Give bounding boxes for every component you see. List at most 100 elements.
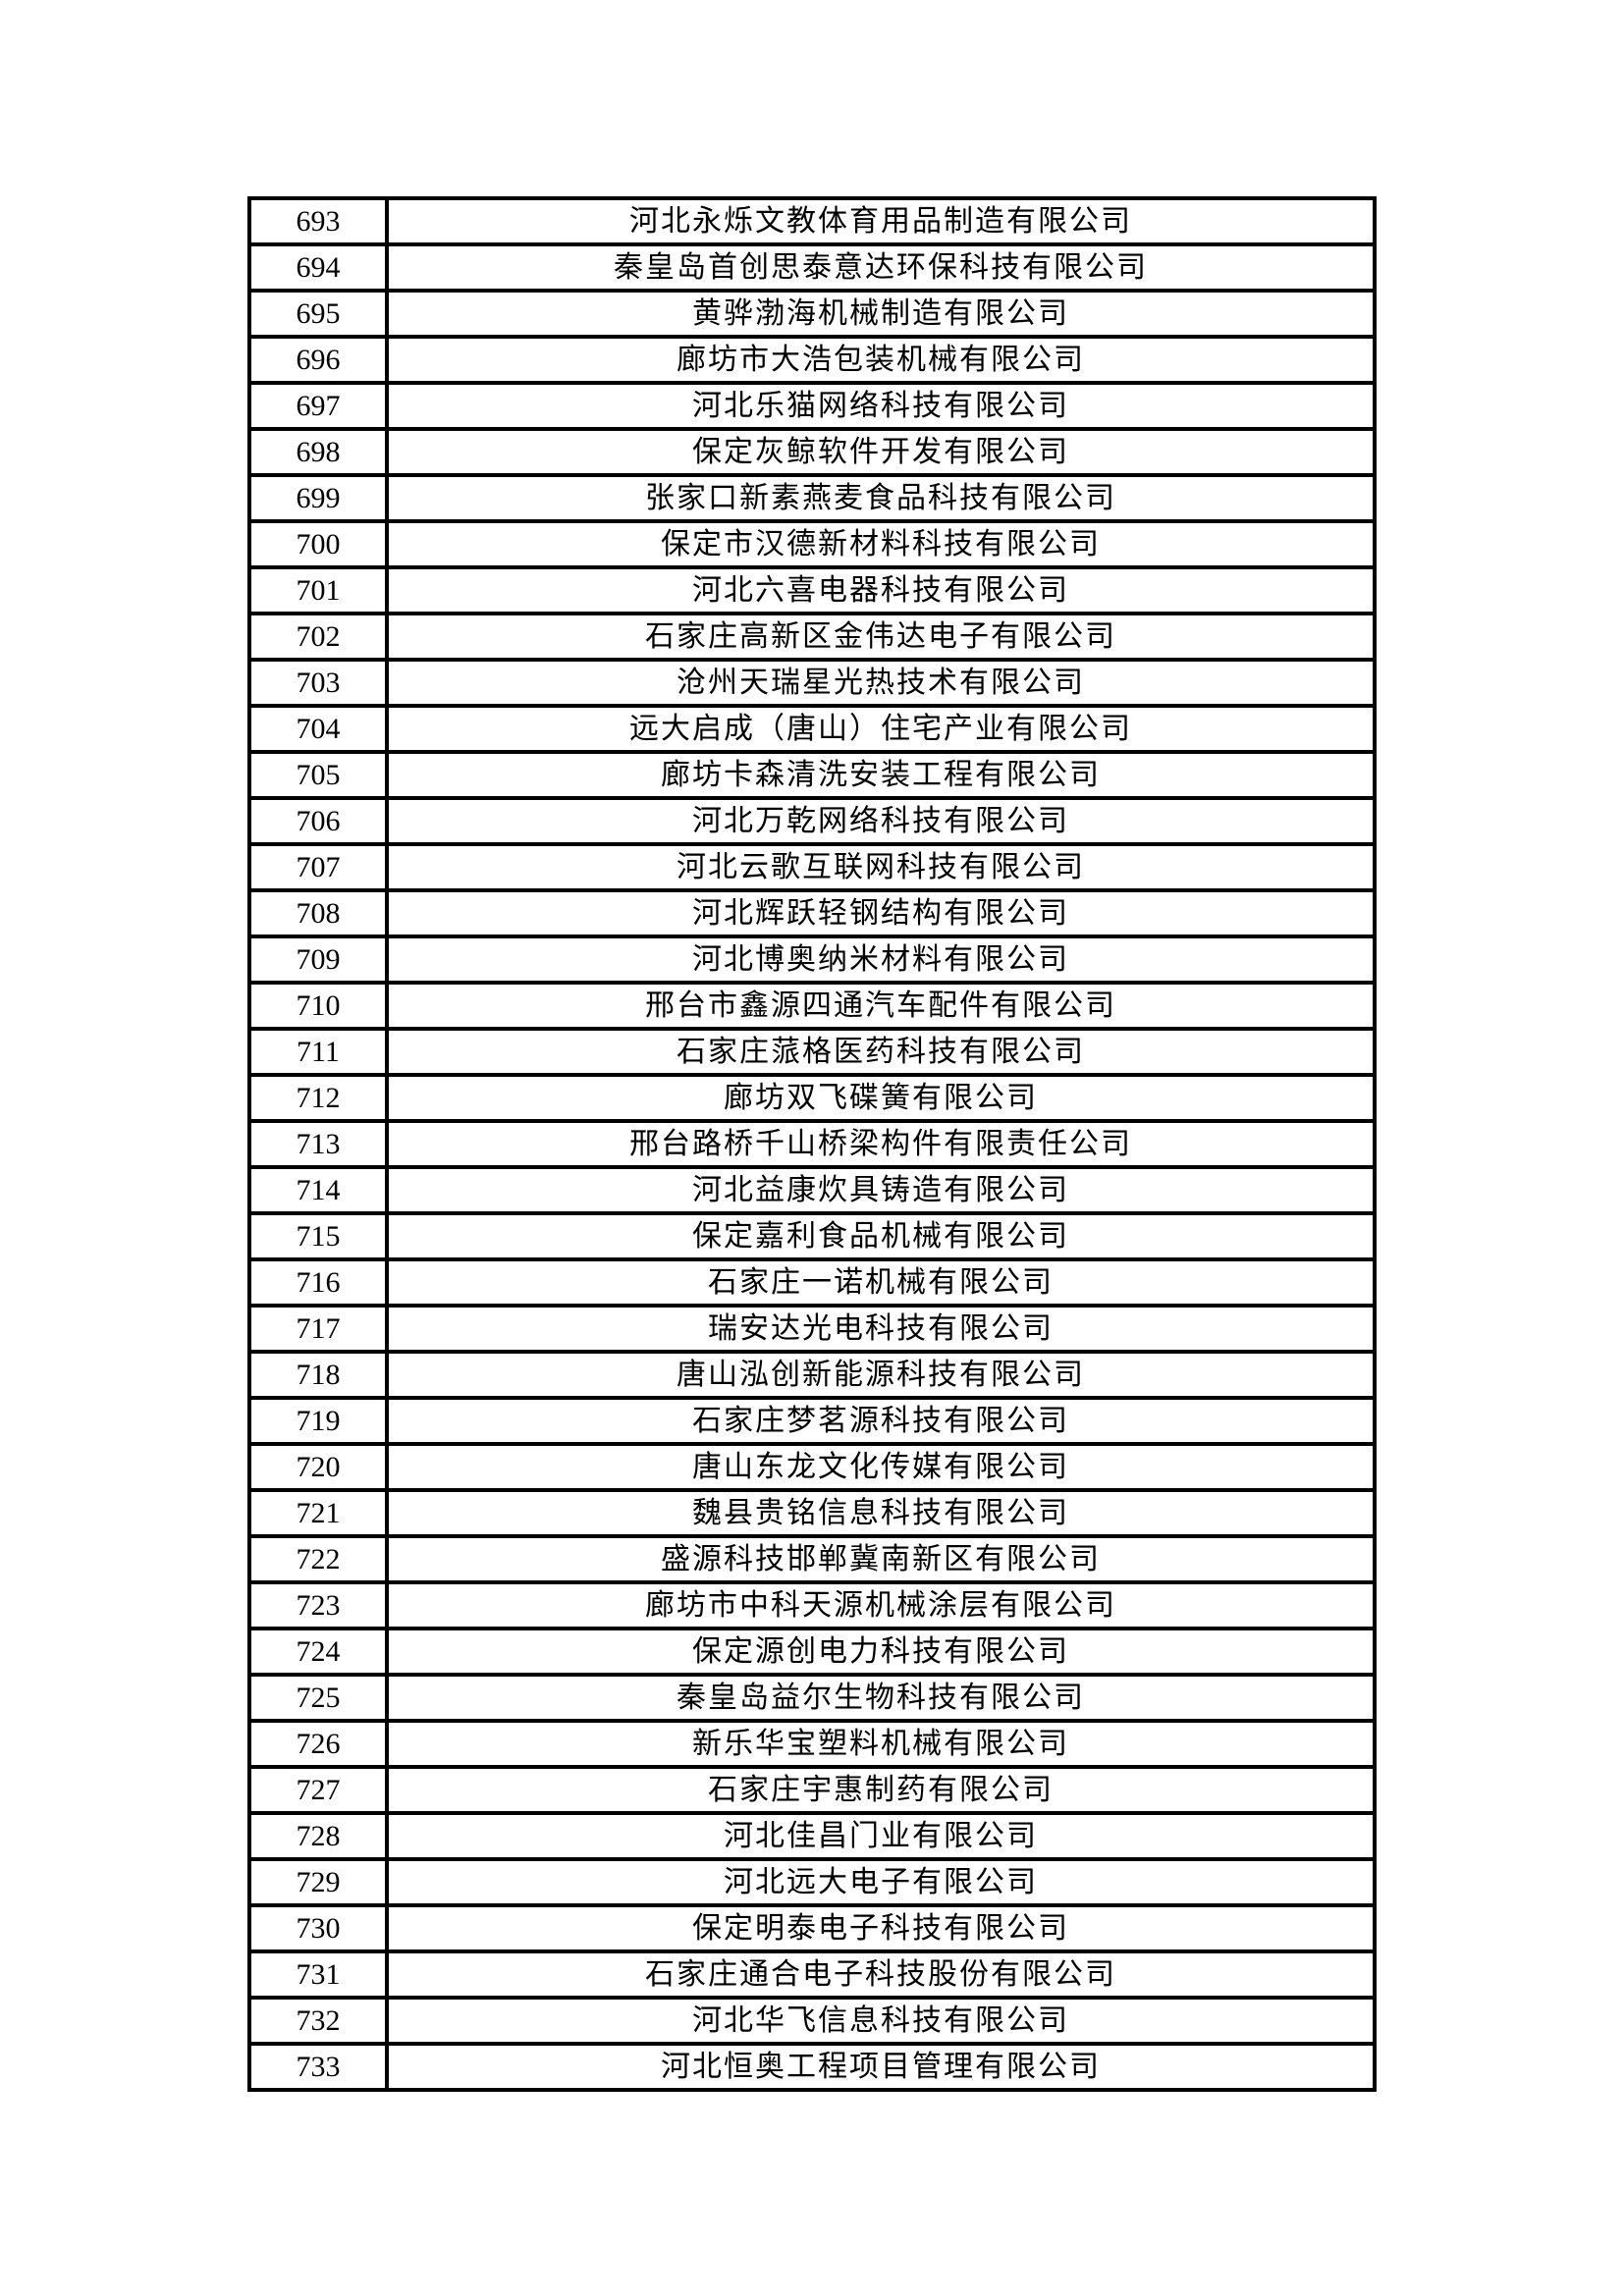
row-number-cell: 718	[247, 1350, 389, 1400]
company-table: 693 河北永烁文教体育用品制造有限公司 694 秦皇岛首创思泰意达环保科技有限…	[247, 196, 1377, 2092]
table-row: 696 廊坊市大浩包装机械有限公司	[247, 335, 1377, 385]
table-row: 709 河北博奥纳米材料有限公司	[247, 934, 1377, 985]
company-name-cell: 唐山泓创新能源科技有限公司	[385, 1350, 1377, 1400]
table-row: 723 廊坊市中科天源机械涂层有限公司	[247, 1580, 1377, 1630]
company-name-cell: 远大启成（唐山）住宅产业有限公司	[385, 704, 1377, 754]
table-row: 719 石家庄梦茗源科技有限公司	[247, 1396, 1377, 1446]
company-name-cell: 保定嘉利食品机械有限公司	[385, 1211, 1377, 1261]
row-number-cell: 732	[247, 1996, 389, 2046]
row-number-cell: 723	[247, 1580, 389, 1630]
row-number-cell: 714	[247, 1165, 389, 1215]
company-name-cell: 唐山东龙文化传媒有限公司	[385, 1442, 1377, 1492]
company-name-cell: 秦皇岛首创思泰意达环保科技有限公司	[385, 242, 1377, 293]
row-number-cell: 699	[247, 473, 389, 523]
company-name-cell: 保定灰鲸软件开发有限公司	[385, 427, 1377, 477]
company-name-cell: 河北乐猫网络科技有限公司	[385, 381, 1377, 431]
company-name-cell: 盛源科技邯郸冀南新区有限公司	[385, 1534, 1377, 1584]
row-number-cell: 708	[247, 888, 389, 938]
row-number-cell: 731	[247, 1949, 389, 2000]
row-number-cell: 709	[247, 934, 389, 985]
company-name-cell: 廊坊市大浩包装机械有限公司	[385, 335, 1377, 385]
table-row: 732 河北华飞信息科技有限公司	[247, 1996, 1377, 2046]
row-number-cell: 702	[247, 612, 389, 662]
table-row: 718 唐山泓创新能源科技有限公司	[247, 1350, 1377, 1400]
company-name-cell: 邢台市鑫源四通汽车配件有限公司	[385, 981, 1377, 1031]
company-name-cell: 石家庄一诺机械有限公司	[385, 1257, 1377, 1308]
table-row: 727 石家庄宇惠制药有限公司	[247, 1765, 1377, 1815]
company-name-cell: 石家庄高新区金伟达电子有限公司	[385, 612, 1377, 662]
row-number-cell: 724	[247, 1627, 389, 1677]
company-name-cell: 石家庄宇惠制药有限公司	[385, 1765, 1377, 1815]
company-name-cell: 沧州天瑞星光热技术有限公司	[385, 658, 1377, 708]
company-name-cell: 河北恒奥工程项目管理有限公司	[385, 2042, 1377, 2092]
row-number-cell: 722	[247, 1534, 389, 1584]
company-name-cell: 廊坊卡森清洗安装工程有限公司	[385, 750, 1377, 800]
row-number-cell: 695	[247, 289, 389, 339]
company-name-cell: 保定市汉德新材料科技有限公司	[385, 519, 1377, 569]
company-name-cell: 河北辉跃轻钢结构有限公司	[385, 888, 1377, 938]
table-row: 705 廊坊卡森清洗安装工程有限公司	[247, 750, 1377, 800]
row-number-cell: 721	[247, 1488, 389, 1538]
table-row: 700 保定市汉德新材料科技有限公司	[247, 519, 1377, 569]
row-number-cell: 725	[247, 1673, 389, 1723]
company-name-cell: 秦皇岛益尔生物科技有限公司	[385, 1673, 1377, 1723]
company-name-cell: 河北永烁文教体育用品制造有限公司	[385, 196, 1377, 246]
row-number-cell: 729	[247, 1857, 389, 1907]
table-row: 729 河北远大电子有限公司	[247, 1857, 1377, 1907]
row-number-cell: 700	[247, 519, 389, 569]
table-row: 694 秦皇岛首创思泰意达环保科技有限公司	[247, 242, 1377, 293]
company-name-cell: 邢台路桥千山桥梁构件有限责任公司	[385, 1119, 1377, 1169]
row-number-cell: 694	[247, 242, 389, 293]
company-name-cell: 保定源创电力科技有限公司	[385, 1627, 1377, 1677]
row-number-cell: 717	[247, 1304, 389, 1354]
row-number-cell: 705	[247, 750, 389, 800]
row-number-cell: 715	[247, 1211, 389, 1261]
row-number-cell: 698	[247, 427, 389, 477]
table-row: 706 河北万乾网络科技有限公司	[247, 796, 1377, 846]
table-row: 712 廊坊双飞碟簧有限公司	[247, 1073, 1377, 1123]
company-name-cell: 河北佳昌门业有限公司	[385, 1811, 1377, 1861]
company-name-cell: 河北益康炊具铸造有限公司	[385, 1165, 1377, 1215]
row-number-cell: 703	[247, 658, 389, 708]
table-row: 711 石家庄蒎格医药科技有限公司	[247, 1027, 1377, 1077]
row-number-cell: 726	[247, 1719, 389, 1769]
table-row: 708 河北辉跃轻钢结构有限公司	[247, 888, 1377, 938]
row-number-cell: 697	[247, 381, 389, 431]
table-row: 698 保定灰鲸软件开发有限公司	[247, 427, 1377, 477]
table-row: 701 河北六喜电器科技有限公司	[247, 565, 1377, 615]
company-name-cell: 河北万乾网络科技有限公司	[385, 796, 1377, 846]
table-row: 714 河北益康炊具铸造有限公司	[247, 1165, 1377, 1215]
row-number-cell: 733	[247, 2042, 389, 2092]
row-number-cell: 706	[247, 796, 389, 846]
table-row: 702 石家庄高新区金伟达电子有限公司	[247, 612, 1377, 662]
row-number-cell: 716	[247, 1257, 389, 1308]
company-table-body: 693 河北永烁文教体育用品制造有限公司 694 秦皇岛首创思泰意达环保科技有限…	[247, 196, 1377, 2092]
table-row: 710 邢台市鑫源四通汽车配件有限公司	[247, 981, 1377, 1031]
company-name-cell: 石家庄通合电子科技股份有限公司	[385, 1949, 1377, 2000]
company-name-cell: 黄骅渤海机械制造有限公司	[385, 289, 1377, 339]
company-name-cell: 河北六喜电器科技有限公司	[385, 565, 1377, 615]
table-row: 733 河北恒奥工程项目管理有限公司	[247, 2042, 1377, 2092]
row-number-cell: 728	[247, 1811, 389, 1861]
table-row: 693 河北永烁文教体育用品制造有限公司	[247, 196, 1377, 246]
row-number-cell: 730	[247, 1903, 389, 1953]
row-number-cell: 719	[247, 1396, 389, 1446]
table-row: 731 石家庄通合电子科技股份有限公司	[247, 1949, 1377, 2000]
table-row: 721 魏县贵铭信息科技有限公司	[247, 1488, 1377, 1538]
table-row: 699 张家口新素燕麦食品科技有限公司	[247, 473, 1377, 523]
company-name-cell: 石家庄梦茗源科技有限公司	[385, 1396, 1377, 1446]
table-row: 715 保定嘉利食品机械有限公司	[247, 1211, 1377, 1261]
company-name-cell: 河北云歌互联网科技有限公司	[385, 842, 1377, 892]
table-row: 695 黄骅渤海机械制造有限公司	[247, 289, 1377, 339]
company-name-cell: 廊坊双飞碟簧有限公司	[385, 1073, 1377, 1123]
company-name-cell: 新乐华宝塑料机械有限公司	[385, 1719, 1377, 1769]
company-name-cell: 魏县贵铭信息科技有限公司	[385, 1488, 1377, 1538]
row-number-cell: 711	[247, 1027, 389, 1077]
row-number-cell: 710	[247, 981, 389, 1031]
table-row: 716 石家庄一诺机械有限公司	[247, 1257, 1377, 1308]
table-row: 722 盛源科技邯郸冀南新区有限公司	[247, 1534, 1377, 1584]
table-row: 730 保定明泰电子科技有限公司	[247, 1903, 1377, 1953]
row-number-cell: 720	[247, 1442, 389, 1492]
company-name-cell: 瑞安达光电科技有限公司	[385, 1304, 1377, 1354]
